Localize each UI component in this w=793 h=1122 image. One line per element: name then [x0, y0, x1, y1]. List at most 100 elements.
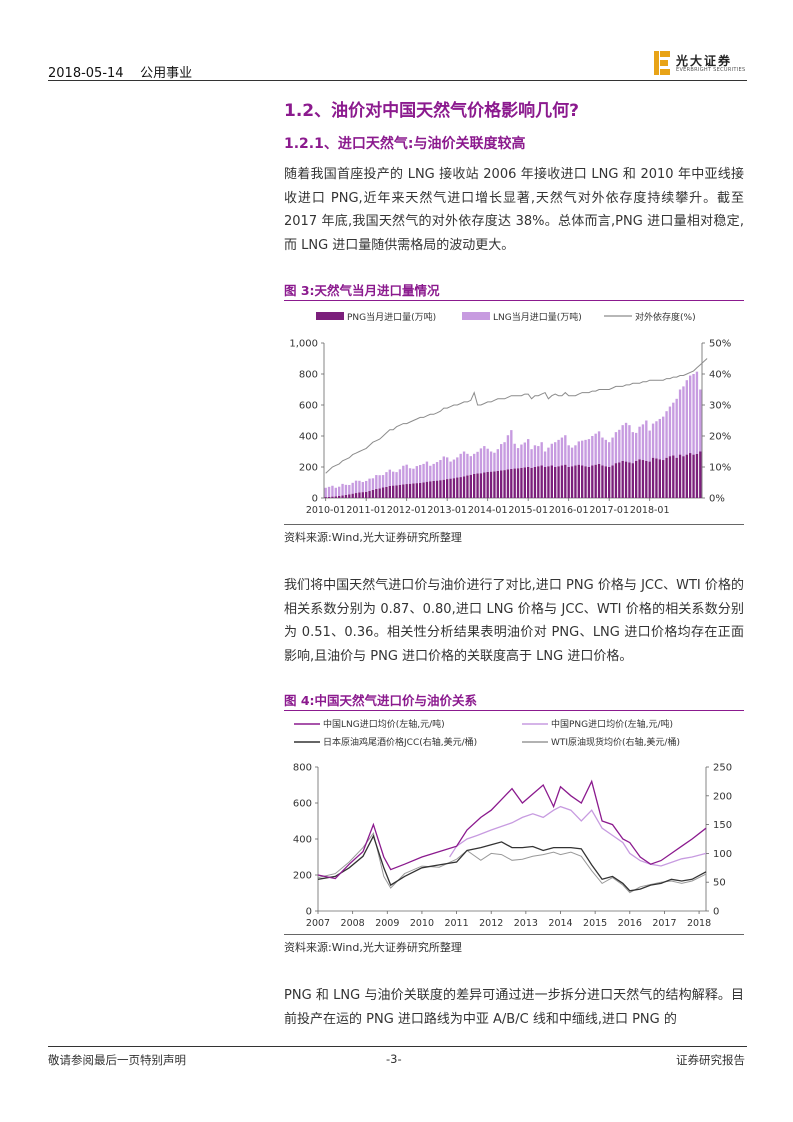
lng-bar — [422, 463, 425, 483]
footer-page-number: -3- — [386, 1052, 402, 1066]
png-bar — [533, 467, 537, 498]
lng-bar — [385, 472, 388, 487]
paragraph-3: PNG 和 LNG 与油价关联度的差异可通过进一步拆分进口天然气的结构解释。目前… — [284, 988, 744, 1027]
png-bar — [597, 463, 601, 498]
lng-bar — [554, 442, 557, 467]
lng-bar — [466, 453, 469, 476]
png-bar — [365, 491, 368, 498]
legend-label-2: 日本原油鸡尾酒价格JCC(右轴,美元/桶) — [323, 736, 477, 748]
lng-bar — [338, 486, 341, 496]
series-line-0 — [317, 779, 707, 880]
png-bar — [422, 482, 425, 498]
lng-bar — [651, 423, 655, 458]
lng-bar — [419, 464, 422, 483]
lng-bar — [476, 451, 479, 474]
figure3-bottom-rule — [284, 524, 744, 525]
lng-bar — [530, 449, 533, 468]
png-bar — [570, 466, 574, 498]
dependency-line — [325, 358, 708, 474]
png-bar — [635, 460, 638, 498]
lng-bar — [641, 424, 645, 461]
lng-bar — [547, 447, 550, 467]
logo-mark-icon — [654, 51, 670, 75]
png-bar — [628, 462, 631, 498]
png-bar — [594, 464, 597, 498]
png-bar — [682, 456, 685, 498]
x-tick-label: 2012 — [479, 918, 503, 929]
png-bar — [344, 494, 348, 498]
lng-bar — [483, 446, 486, 473]
png-bar — [496, 470, 499, 498]
x-tick-label: 2011 — [444, 918, 468, 929]
lng-bar — [662, 416, 665, 461]
png-bar — [584, 466, 587, 498]
legend-label-0: PNG当月进口量(万吨) — [347, 311, 436, 323]
lng-bar — [594, 433, 597, 465]
lng-bar — [439, 460, 442, 481]
lng-bar — [564, 435, 567, 465]
footer-rule — [48, 1046, 747, 1047]
png-bar — [415, 483, 418, 498]
lng-bar — [486, 448, 489, 472]
png-bar — [408, 483, 412, 498]
lng-bar — [354, 480, 358, 494]
png-bar — [361, 492, 364, 498]
png-bar — [523, 467, 526, 498]
png-bar — [469, 474, 472, 498]
png-bar — [442, 479, 445, 498]
lng-bar — [449, 461, 452, 479]
lng-bar — [581, 440, 584, 466]
x-tick-label: 2018-01 — [630, 505, 670, 516]
png-bar — [334, 496, 337, 498]
png-bar — [395, 485, 398, 498]
png-bar — [435, 480, 439, 498]
y-left-tick-label: 600 — [299, 401, 318, 412]
y-left-tick-label: 800 — [293, 763, 312, 774]
lng-bar — [689, 375, 692, 454]
png-bar — [557, 466, 560, 498]
lng-bar — [371, 478, 375, 490]
legend-label-0: 中国LNG进口均价(左轴,元/吨) — [323, 718, 445, 730]
x-tick-label: 2013 — [514, 918, 538, 929]
y-left-tick-label: 600 — [293, 799, 312, 810]
png-bar — [510, 468, 513, 498]
lng-bar — [368, 478, 371, 492]
png-bar — [351, 493, 354, 498]
png-bar — [489, 471, 493, 498]
lng-bar — [584, 439, 587, 467]
legend-label-1: LNG当月进口量(万吨) — [493, 311, 582, 323]
lng-bar — [635, 432, 638, 461]
lng-bar — [665, 411, 668, 458]
y-right-tick-label: 50 — [713, 878, 726, 889]
png-bar — [564, 464, 567, 498]
lng-bar — [513, 443, 516, 469]
lng-bar — [655, 421, 658, 459]
png-bar — [483, 472, 486, 498]
lng-bar — [587, 439, 591, 467]
lng-bar — [432, 463, 435, 481]
figure4-bottom-rule — [284, 934, 744, 935]
png-bar — [543, 467, 547, 498]
lng-bar — [540, 442, 543, 466]
png-bar — [675, 457, 678, 498]
company-logo: 光大证券 EVERBRIGHT SECURITIES — [654, 49, 750, 77]
lng-bar — [456, 457, 459, 478]
lng-bar — [678, 389, 682, 455]
lng-bar — [567, 445, 570, 467]
png-bar — [662, 460, 665, 498]
series-line-1 — [449, 805, 707, 867]
lng-bar — [365, 480, 368, 492]
png-bar — [638, 459, 641, 498]
y-left-tick-label: 200 — [293, 871, 312, 882]
lng-bar — [429, 465, 432, 482]
png-bar — [540, 465, 543, 498]
png-bar — [473, 473, 476, 498]
lng-bar — [550, 443, 553, 466]
lng-bar — [631, 432, 634, 464]
lng-bar — [516, 448, 520, 469]
y-left-tick-label: 0 — [306, 907, 312, 918]
png-bar — [486, 471, 489, 498]
png-bar — [459, 477, 462, 498]
lng-bar — [645, 420, 648, 461]
figure3-title: 图 3:天然气当月进口量情况 — [284, 283, 440, 298]
